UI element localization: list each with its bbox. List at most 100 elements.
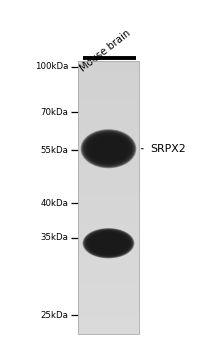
Ellipse shape [91,138,126,160]
Bar [78,68,139,71]
Bar [78,235,139,239]
Text: 70kDa: 70kDa [41,107,69,117]
Bar [78,92,139,96]
Bar [78,262,139,266]
Text: Mouse brain: Mouse brain [78,28,133,73]
Bar [78,129,139,133]
Bar [78,279,139,283]
Bar [78,197,139,201]
Bar [78,276,139,280]
Ellipse shape [85,133,132,164]
Bar [78,75,139,78]
Bar [78,180,139,184]
Ellipse shape [85,230,132,257]
Ellipse shape [86,230,131,256]
Bar [78,163,139,167]
Bar [78,324,139,328]
Bar [78,136,139,140]
Ellipse shape [89,233,128,254]
Bar [78,88,139,92]
Bar [78,252,139,256]
Bar [78,122,139,126]
Bar [78,194,139,198]
Ellipse shape [85,230,132,257]
Bar [78,78,139,82]
Ellipse shape [87,231,130,255]
Text: 25kDa: 25kDa [41,310,69,320]
Bar [78,293,139,297]
Bar [78,303,139,307]
Bar [78,204,139,208]
Ellipse shape [83,229,134,258]
Bar [78,82,139,85]
Bar [78,177,139,181]
Bar [78,150,139,153]
Bar [78,266,139,270]
Bar [78,259,139,262]
Ellipse shape [87,231,130,255]
Bar [78,286,139,290]
Bar [78,310,139,314]
Bar [78,289,139,293]
Bar [78,61,139,65]
Bar [78,269,139,273]
Ellipse shape [90,233,127,253]
Bar [78,283,139,286]
Ellipse shape [93,236,124,251]
Ellipse shape [92,235,125,252]
Text: 55kDa: 55kDa [41,146,69,155]
Bar [78,160,139,164]
Bar [78,232,139,235]
Ellipse shape [88,232,129,255]
Text: 100kDa: 100kDa [35,62,69,71]
Ellipse shape [92,139,125,159]
Bar [78,245,139,249]
Bar [78,327,139,331]
Ellipse shape [88,135,129,162]
Bar [78,242,139,246]
Bar [78,317,139,321]
Bar [78,314,139,317]
Bar [78,108,139,112]
Text: 35kDa: 35kDa [41,233,69,243]
Ellipse shape [84,229,133,258]
Bar [78,201,139,204]
Ellipse shape [87,135,130,163]
Ellipse shape [84,132,133,166]
Bar [78,238,139,242]
Ellipse shape [81,130,136,168]
Bar [78,296,139,300]
Bar [78,112,139,116]
Bar [78,208,139,211]
Bar [78,211,139,215]
Bar [78,156,139,160]
Bar [78,102,139,106]
Bar [78,228,139,232]
Ellipse shape [92,138,125,159]
Ellipse shape [91,234,126,252]
Bar [78,187,139,191]
Ellipse shape [90,137,127,160]
Bar [78,221,139,225]
Bar [78,218,139,222]
Bar [78,64,139,68]
Bar [78,126,139,130]
Bar [78,95,139,99]
Bar [78,85,139,89]
Ellipse shape [94,236,123,250]
Bar [78,170,139,174]
Bar [78,174,139,177]
Bar [78,116,139,119]
Bar [78,61,139,334]
Bar [78,248,139,252]
Ellipse shape [82,131,135,167]
Bar [78,146,139,150]
Bar [78,215,139,218]
Ellipse shape [89,136,128,162]
Ellipse shape [89,232,128,254]
Bar [78,320,139,324]
Bar [78,71,139,75]
Bar [78,300,139,303]
Ellipse shape [83,228,134,258]
Bar [78,184,139,188]
